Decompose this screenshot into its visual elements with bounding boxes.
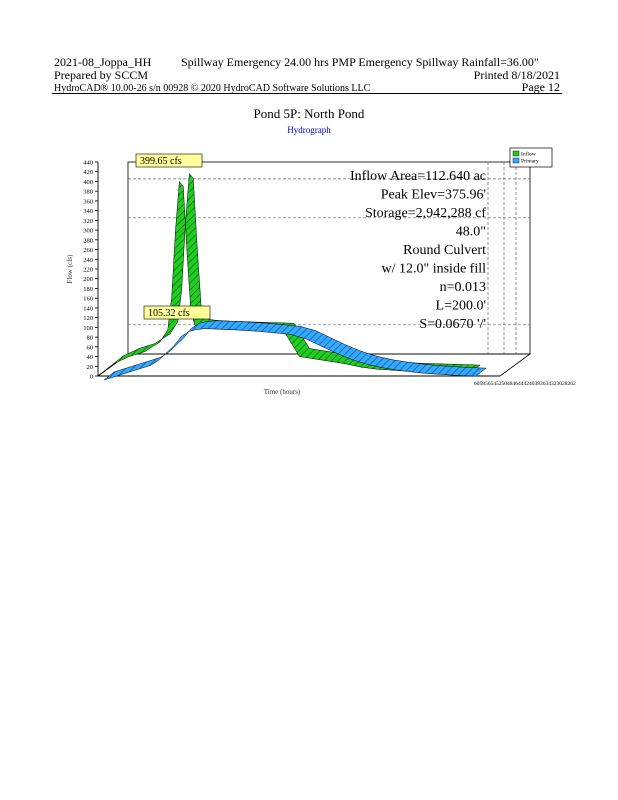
peak-inflow-label: 399.65 cfs [140,156,182,167]
peak-primary-label-box [143,305,211,320]
x-axis-label: Time (hours) [264,388,301,396]
y-tick-label: 160 [83,296,93,303]
y-tick-label: 120 [83,315,93,322]
y-tick-label: 340 [83,208,93,215]
peak-inflow-label-box [135,153,203,168]
y-tick-label: 140 [83,305,93,312]
header-storm: Spillway Emergency 24.00 hrs PMP Emergen… [181,55,539,69]
hydrograph-chart: 0 20 40 60 80 100 120 140 160 180 200 220 240 260 280 3… [66,147,576,396]
info-line: n=0.013 [440,280,486,295]
header-rule [52,93,562,94]
peak-primary-label: 105.32 cfs [148,308,190,319]
y-tick-label: 260 [83,247,93,254]
header-printed: Printed 8/18/2021 [473,68,560,82]
header-project: 2021-08_Joppa_HH [54,55,152,69]
info-line: S=0.0670 '/' [419,317,486,332]
y-tick-label: 80 [87,335,94,342]
legend-label: Primary [521,159,539,165]
y-tick-label: 420 [83,169,93,176]
chart-subtitle: Hydrograph [287,125,331,135]
y-tick-label: 20 [87,364,94,371]
info-line: Peak Elev=375.96' [381,188,486,203]
header-software: HydroCAD® 10.00-26 s/n 00928 © 2020 Hydr… [54,83,371,94]
info-line: L=200.0' [436,299,486,314]
series-primary [103,320,487,381]
info-line: 48.0" [456,225,486,240]
y-tick-label: 100 [83,325,93,332]
info-line: Inflow Area=112.640 ac [350,169,486,184]
y-tick-label: 320 [83,218,93,225]
y-tick-label: 40 [87,354,94,361]
chart-title: Pond 5P: North Pond [253,106,365,121]
y-tick-label: 300 [83,228,93,235]
y-tick-label: 240 [83,257,93,264]
y-tick-label: 180 [83,286,93,293]
header-prepared-by: Prepared by SCCM [54,68,148,82]
info-line: Round Culvert [403,243,486,258]
y-tick-label: 360 [83,198,93,205]
header-page: Page 12 [521,80,560,94]
legend-swatch [512,157,520,164]
y-tick-label: 280 [83,237,93,244]
info-line: w/ 12.0" inside fill [382,262,487,277]
info-line: Storage=2,942,288 cf [365,206,486,221]
x-tick-labels: 6058565452504846444240383634323028262 [474,381,576,387]
y-tick-label: 400 [83,179,93,186]
legend-swatch [512,150,520,157]
legend-label: Inflow [521,151,536,158]
y-tick-label: 200 [83,276,93,283]
y-tick-label: 440 [83,160,93,167]
y-tick-label: 0 [90,374,93,381]
legend-box [509,147,553,168]
y-tick-label: 380 [83,189,93,196]
y-tick-label: 60 [87,344,94,351]
y-axis-label: Flow (cfs) [66,254,74,284]
y-tick-label: 220 [83,267,93,274]
series-inflow [97,172,481,377]
